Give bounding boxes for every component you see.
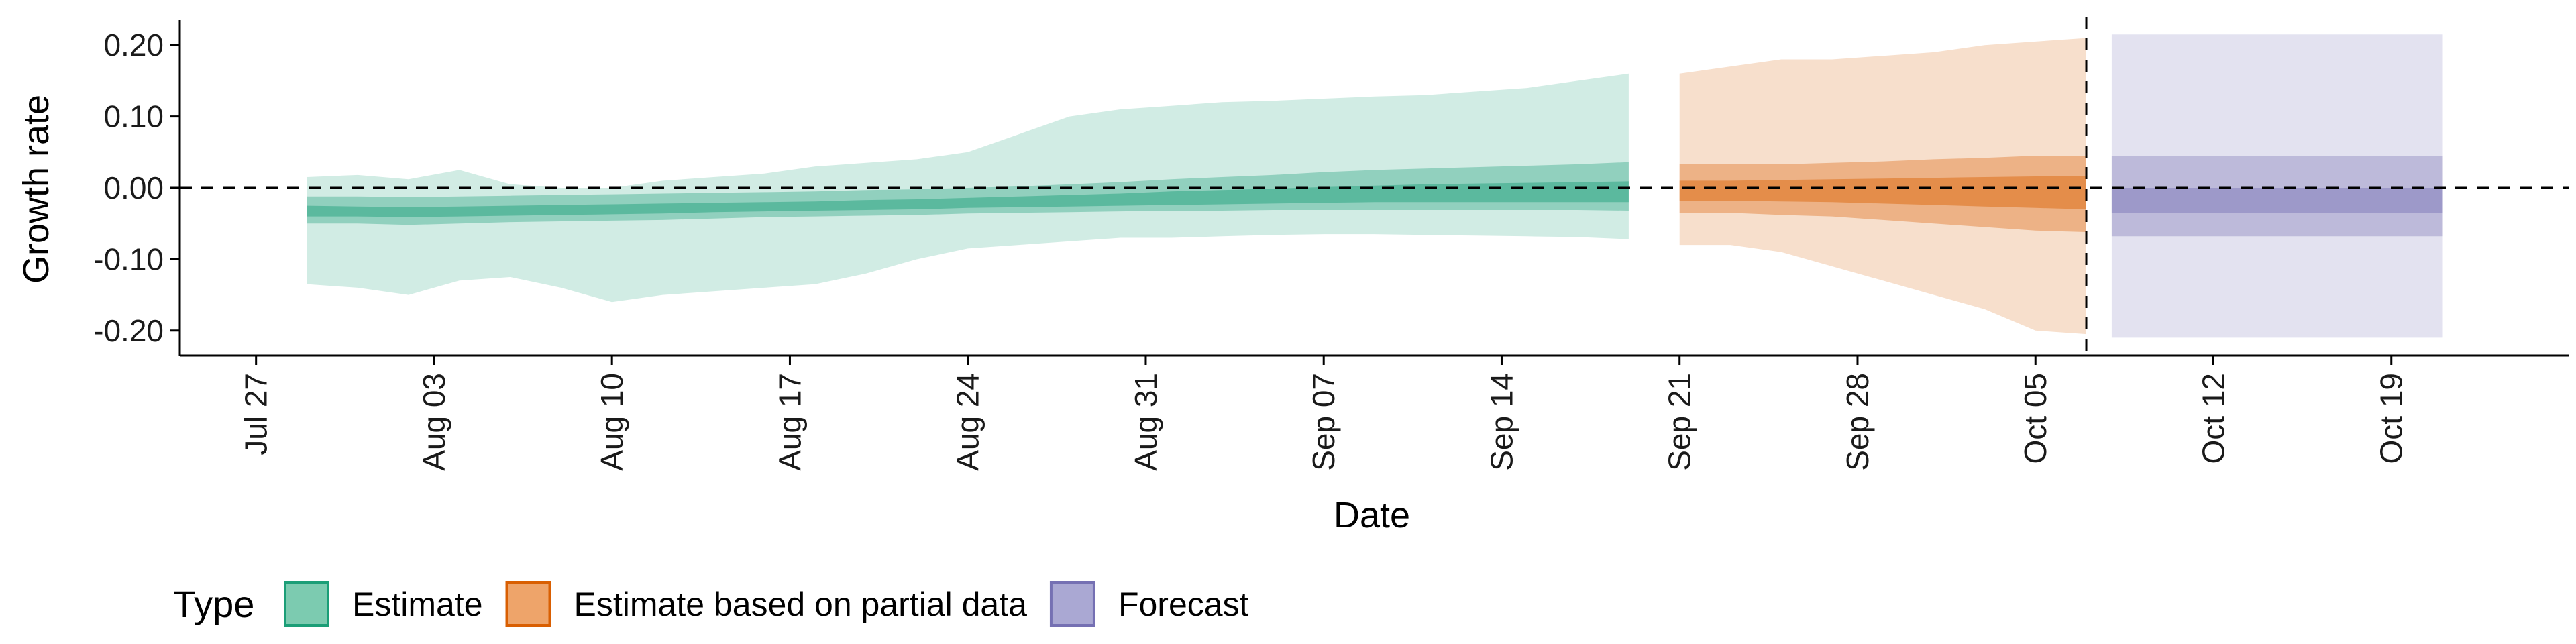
x-axis-title: Date xyxy=(1334,495,1410,535)
x-tick-label: Aug 24 xyxy=(951,373,985,471)
x-tick-label: Sep 28 xyxy=(1840,373,1875,471)
ribbon-estimate-90 xyxy=(307,73,1629,303)
ribbon-forecast-50 xyxy=(2111,156,2443,237)
y-tick-label: 0.10 xyxy=(103,99,164,134)
y-axis-title: Growth rate xyxy=(16,95,56,284)
x-tick-label: Aug 10 xyxy=(594,373,629,471)
legend-label: Estimate xyxy=(352,586,483,623)
ribbon-estimate-20 xyxy=(307,181,1629,217)
ribbon-partial-90 xyxy=(1679,38,2086,335)
x-tick-label: Oct 19 xyxy=(2374,373,2409,464)
x-tick-label: Aug 03 xyxy=(417,373,451,471)
ribbon-layer xyxy=(307,34,2443,338)
x-tick-label: Oct 12 xyxy=(2196,373,2231,464)
x-tick-label: Aug 31 xyxy=(1128,373,1163,471)
legend-label: Forecast xyxy=(1118,586,1249,623)
ribbon-partial-20 xyxy=(1679,176,2086,209)
legend-swatch xyxy=(1049,581,1095,627)
x-tick-label: Sep 07 xyxy=(1306,373,1341,471)
y-tick-label: 0.20 xyxy=(103,28,164,62)
x-tick-label: Jul 27 xyxy=(239,373,274,455)
x-tick-label: Aug 17 xyxy=(772,373,807,471)
legend-title: Type xyxy=(173,583,254,625)
x-tick-label: Oct 05 xyxy=(2018,373,2053,464)
y-tick-label: -0.10 xyxy=(93,241,164,276)
legend-swatch xyxy=(284,581,329,627)
reference-lines xyxy=(180,17,2569,356)
legend-label: Estimate based on partial data xyxy=(574,586,1028,623)
x-tick-label: Sep 21 xyxy=(1662,373,1697,471)
legend-swatch xyxy=(505,581,551,627)
legend: Type Estimate Estimate based on partial d… xyxy=(173,581,1249,627)
ribbon-forecast-20 xyxy=(2111,188,2443,213)
ribbon-estimate-50 xyxy=(307,162,1629,225)
x-ticks: Jul 27 Aug 03 Aug 10 Aug 17 Aug 24 Aug 31 Sep … xyxy=(239,356,2409,471)
x-tick-label: Sep 14 xyxy=(1484,373,1519,471)
ribbon-partial-50 xyxy=(1679,156,2086,232)
y-tick-label: -0.20 xyxy=(93,313,164,348)
y-ticks: -0.20 -0.10 0.00 0.10 0.20 xyxy=(93,28,180,348)
y-tick-label: 0.00 xyxy=(103,170,164,205)
ribbon-forecast-90 xyxy=(2111,34,2443,338)
